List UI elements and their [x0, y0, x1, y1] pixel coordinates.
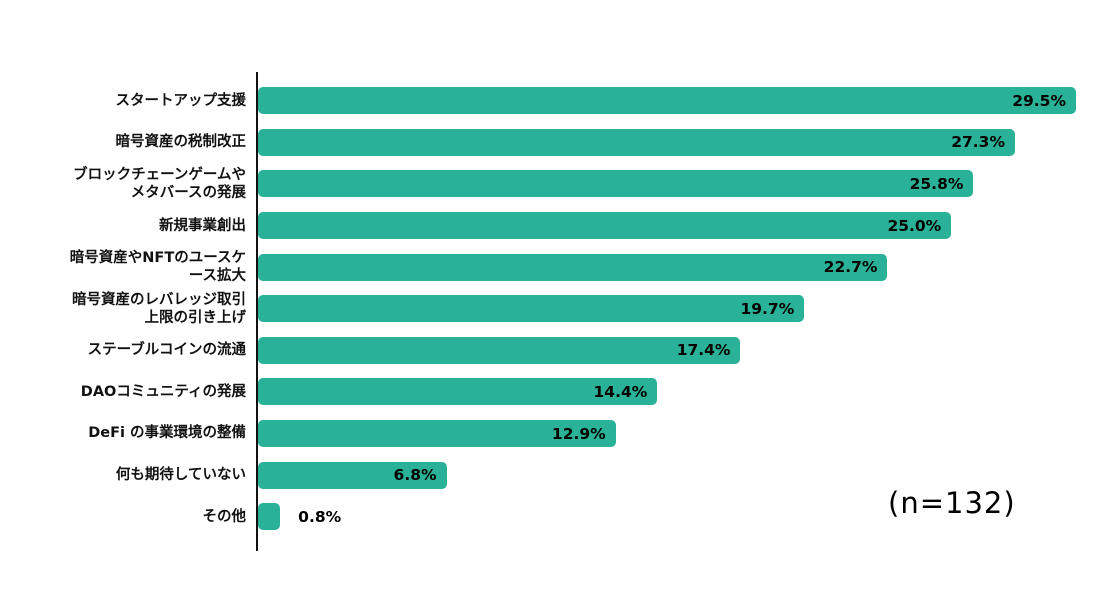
bar: 25.0%	[258, 212, 952, 240]
bar-track: 25.0%	[258, 205, 1096, 247]
chart-row: 暗号資産の税制改正 27.3%	[62, 122, 1096, 164]
category-label: DeFi の事業環境の整備	[88, 425, 246, 442]
bar: 17.4%	[258, 336, 741, 364]
category-label: 暗号資産やNFTのユースケース拡大	[69, 250, 246, 285]
category-label: ブロックチェーンゲームやメタバースの発展	[73, 166, 246, 201]
chart-row: DAOコミュニティの発展 14.4%	[62, 371, 1096, 413]
bar	[258, 503, 281, 531]
chart-row: DeFi の事業環境の整備 12.9%	[62, 413, 1096, 455]
bar-track: 0.8%	[258, 496, 1096, 538]
chart-row: 新規事業創出 25.0%	[62, 205, 1096, 247]
value-label: 14.4%	[593, 382, 648, 401]
value-label: 27.3%	[951, 133, 1005, 152]
category-label: 新規事業創出	[159, 217, 246, 234]
chart-row: 暗号資産のレバレッジ取引上限の引き上げ 19.7%	[62, 288, 1096, 330]
bar: 22.7%	[258, 253, 888, 281]
chart-row: ブロックチェーンゲームやメタバースの発展 25.8%	[62, 163, 1096, 205]
chart-row: その他 0.8%	[62, 496, 1096, 538]
bar: 25.8%	[258, 170, 974, 198]
bar: 29.5%	[258, 87, 1076, 115]
bar-track: 25.8%	[258, 163, 1096, 205]
category-label: 何も期待していない	[115, 467, 246, 484]
value-label: 25.8%	[909, 174, 964, 193]
bar-track: 19.7%	[258, 288, 1096, 330]
sample-size-note: (n=132)	[888, 486, 1016, 520]
y-axis-line	[256, 72, 258, 551]
bar-track: 12.9%	[258, 413, 1096, 455]
category-label: DAOコミュニティの発展	[80, 383, 246, 400]
bar-track: 14.4%	[258, 371, 1096, 413]
bar-track: 22.7%	[258, 246, 1096, 288]
value-label: 29.5%	[1012, 91, 1066, 110]
bar: 6.8%	[258, 461, 447, 489]
chart-row: 何も期待していない 6.8%	[62, 454, 1096, 496]
bar: 19.7%	[258, 295, 805, 323]
category-label: 暗号資産の税制改正	[115, 134, 247, 151]
bar-track: 29.5%	[258, 80, 1096, 122]
category-label: 暗号資産のレバレッジ取引上限の引き上げ	[72, 291, 246, 326]
category-label: ステーブルコインの流通	[87, 342, 246, 359]
value-label: 12.9%	[551, 424, 606, 443]
value-label: 22.7%	[823, 258, 878, 277]
chart-row: ステーブルコインの流通 17.4%	[62, 330, 1096, 372]
bar: 12.9%	[258, 420, 616, 448]
bar-track: 6.8%	[258, 454, 1096, 496]
value-label: 25.0%	[887, 216, 942, 235]
chart-row: 暗号資産やNFTのユースケース拡大 22.7%	[62, 246, 1096, 288]
bar-track: 27.3%	[258, 122, 1096, 164]
bar: 14.4%	[258, 378, 658, 406]
value-label: 17.4%	[676, 341, 731, 360]
value-label: 6.8%	[393, 466, 437, 485]
bar: 27.3%	[258, 128, 1015, 156]
chart-row: スタートアップ支援 29.5%	[62, 80, 1096, 122]
category-label: スタートアップ支援	[115, 92, 247, 109]
category-label: その他	[202, 508, 247, 525]
bar-chart-rows: スタートアップ支援 29.5% 暗号資産の税制改正 27.3% ブロックチェーンゲームや…	[62, 80, 1096, 538]
value-label: 0.8%	[298, 507, 342, 526]
value-label: 19.7%	[740, 299, 795, 318]
bar-track: 17.4%	[258, 330, 1096, 372]
